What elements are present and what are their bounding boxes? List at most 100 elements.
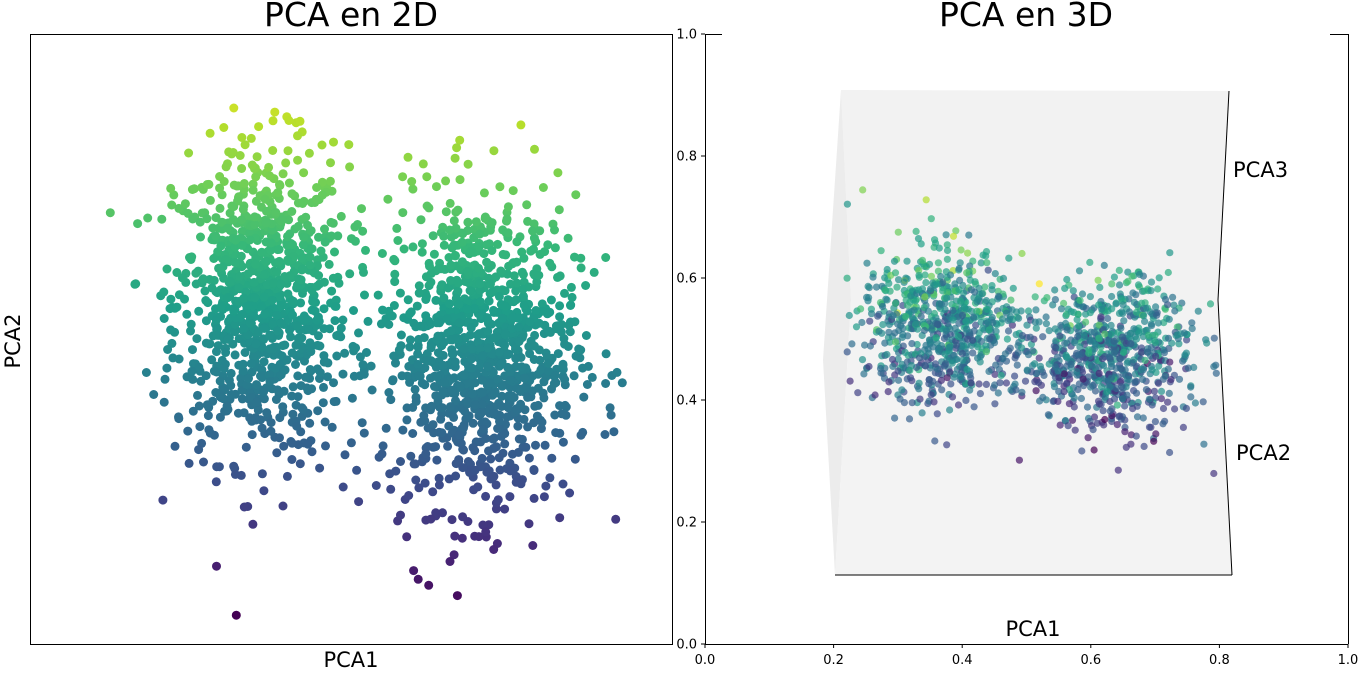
scatter-point bbox=[428, 231, 438, 241]
scatter-point bbox=[336, 332, 346, 342]
scatter-point-3d bbox=[1090, 328, 1098, 336]
scatter-point bbox=[187, 366, 197, 376]
scatter-point bbox=[563, 233, 573, 243]
scatter-point bbox=[338, 315, 348, 325]
scatter-point bbox=[180, 199, 190, 209]
scatter-point bbox=[167, 200, 177, 210]
scatter-point bbox=[414, 334, 424, 344]
scatter-point bbox=[497, 391, 507, 401]
scatter-point bbox=[425, 261, 434, 271]
scatter-point bbox=[281, 158, 291, 168]
scatter-point bbox=[187, 185, 197, 194]
scatter-point bbox=[358, 360, 368, 370]
scatter-point bbox=[439, 240, 449, 250]
scatter-point bbox=[320, 237, 330, 247]
scatter-point-3d bbox=[1004, 327, 1013, 335]
scatter-point bbox=[265, 171, 274, 181]
scatter-point bbox=[547, 453, 557, 463]
scatter-point-3d bbox=[1071, 426, 1079, 434]
scatter-point bbox=[262, 408, 272, 418]
scatter-point-3d bbox=[1127, 329, 1135, 337]
scatter-point bbox=[226, 277, 235, 286]
scatter-point bbox=[202, 214, 212, 224]
scatter-point-3d bbox=[1069, 287, 1077, 295]
scatter-point bbox=[216, 301, 226, 311]
scatter-point bbox=[302, 383, 312, 393]
scatter-point bbox=[240, 140, 250, 150]
scatter-point bbox=[578, 363, 588, 373]
scatter-point bbox=[199, 457, 208, 467]
scatter-point bbox=[612, 367, 622, 377]
scatter-point bbox=[517, 362, 527, 372]
scatter-point bbox=[354, 328, 363, 338]
scatter-point bbox=[463, 217, 473, 227]
scatter-point-3d bbox=[1091, 341, 1099, 349]
scatter-point bbox=[500, 330, 510, 339]
scatter-point bbox=[362, 348, 371, 357]
scatter-point-3d bbox=[925, 349, 933, 357]
scatter-point bbox=[270, 107, 280, 117]
scatter-point-3d bbox=[1060, 388, 1068, 396]
scatter-point-3d bbox=[991, 381, 999, 389]
scatter-point bbox=[247, 430, 257, 440]
scatter-point bbox=[245, 235, 255, 245]
scatter-point-3d bbox=[963, 365, 971, 374]
scatter-point-3d bbox=[948, 393, 957, 401]
scatter-point bbox=[431, 295, 441, 305]
scatter-point bbox=[278, 341, 288, 351]
scatter-point-3d bbox=[879, 321, 887, 329]
scatter-point bbox=[528, 226, 537, 236]
scatter-point bbox=[329, 378, 338, 388]
scatter-point-3d bbox=[863, 293, 871, 301]
scatter-point-3d bbox=[1141, 356, 1149, 364]
scatter-point bbox=[390, 269, 400, 279]
scatter-point-3d bbox=[1045, 327, 1053, 335]
scatter-point bbox=[463, 266, 473, 276]
scatter-point-3d bbox=[1160, 349, 1168, 357]
scatter-point-3d bbox=[1210, 469, 1218, 478]
scatter-point-3d bbox=[988, 286, 996, 294]
scatter-point-3d bbox=[1117, 324, 1125, 332]
scatter-point-3d bbox=[1056, 421, 1064, 429]
scatter-point bbox=[526, 246, 536, 256]
scatter-point bbox=[338, 369, 348, 379]
scatter-point bbox=[196, 232, 205, 242]
scatter-point bbox=[503, 202, 513, 212]
scatter-point bbox=[470, 378, 480, 388]
scatter-point-3d bbox=[1147, 343, 1155, 352]
scatter-point bbox=[600, 430, 610, 439]
scatter-point-3d bbox=[984, 318, 992, 326]
scatter-point bbox=[336, 211, 346, 221]
scatter-point-3d bbox=[953, 341, 961, 349]
scatter-point-3d bbox=[966, 386, 974, 394]
scatter-point-3d bbox=[921, 271, 929, 279]
scatter-point bbox=[478, 520, 488, 530]
scatter-point bbox=[537, 299, 547, 309]
scatter-point bbox=[488, 368, 498, 378]
scatter-point bbox=[491, 272, 501, 282]
scatter-point bbox=[193, 266, 203, 276]
scatter-point bbox=[477, 375, 487, 385]
scatter-point bbox=[158, 495, 168, 505]
scatter-point bbox=[502, 214, 512, 224]
scatter-point-3d bbox=[1018, 249, 1026, 258]
scatter-point bbox=[267, 295, 277, 305]
scatter-point bbox=[553, 168, 563, 178]
scatter-point bbox=[575, 353, 585, 363]
scatter-point-3d bbox=[946, 325, 954, 333]
scatter-point bbox=[459, 445, 468, 455]
scatter-point bbox=[491, 480, 501, 490]
scatter-point bbox=[288, 240, 297, 250]
scatter-point bbox=[601, 253, 611, 262]
scatter-point-3d bbox=[939, 279, 947, 287]
y-tick-label: 0.4 bbox=[676, 394, 697, 409]
scatter-point bbox=[278, 169, 288, 179]
scatter-point-3d bbox=[1011, 354, 1019, 362]
scatter-point bbox=[272, 267, 282, 277]
scatter-point bbox=[521, 442, 531, 452]
scatter-point bbox=[576, 430, 586, 440]
scatter-point bbox=[405, 342, 415, 352]
scatter-point-3d bbox=[1166, 448, 1174, 457]
scatter-point bbox=[184, 148, 194, 158]
